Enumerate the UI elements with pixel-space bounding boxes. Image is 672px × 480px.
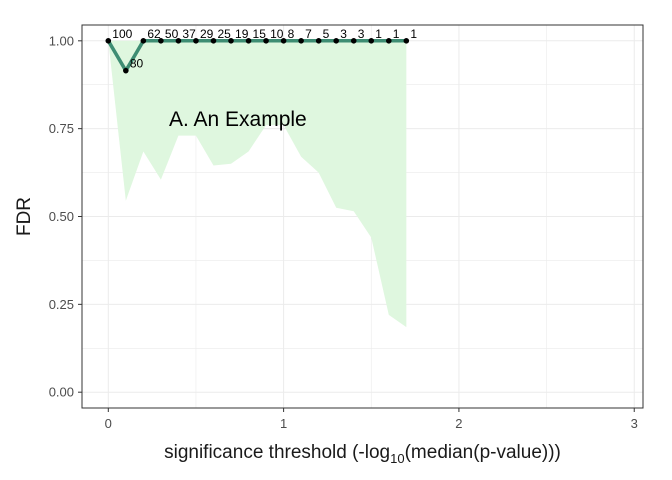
point-count-label: 10 xyxy=(270,27,284,41)
confidence-band-layer xyxy=(108,40,407,328)
point-count-label: 7 xyxy=(305,27,312,41)
point-count-label: 19 xyxy=(235,27,249,41)
y-tick-label: 0.00 xyxy=(49,385,74,400)
fdr-point xyxy=(105,38,112,44)
point-count-label: 62 xyxy=(147,27,161,41)
fdr-point xyxy=(123,67,129,74)
point-count-label: 3 xyxy=(340,27,347,41)
fdr-point xyxy=(403,38,410,44)
x-axis-title-tail: (median(p-value))) xyxy=(405,442,561,463)
x-tick-label: 0 xyxy=(105,416,112,431)
y-tick-label: 0.25 xyxy=(49,297,74,312)
x-tick-label: 2 xyxy=(455,416,462,431)
fdr-point xyxy=(245,38,252,44)
fdr-line-layer xyxy=(106,39,409,73)
point-count-label: 80 xyxy=(130,57,144,71)
point-count-label: 1 xyxy=(410,27,417,41)
point-count-label: 1 xyxy=(393,27,400,41)
fdr-point xyxy=(350,38,357,44)
fdr-point xyxy=(140,38,147,44)
chart-annotation: A. An Example xyxy=(169,108,307,131)
fdr-point xyxy=(368,38,375,44)
axis-ticks-layer: 0 1 2 3 0.00 0.25 0.50 0.75 1.00 xyxy=(49,33,638,431)
fdr-points-layer xyxy=(105,38,410,74)
fdr-point xyxy=(193,38,199,44)
y-tick-label: 1.00 xyxy=(49,33,74,48)
x-axis-title-subscript: 10 xyxy=(390,451,404,466)
fdr-point xyxy=(175,38,182,44)
x-tick-label: 3 xyxy=(631,416,638,431)
point-count-label: 50 xyxy=(165,27,179,41)
y-axis-title: FDR xyxy=(14,197,35,236)
fdr-point xyxy=(280,38,287,44)
point-count-label: 1 xyxy=(375,27,382,41)
point-count-label: 5 xyxy=(323,27,330,41)
y-tick-label: 0.50 xyxy=(49,209,74,224)
fdr-point xyxy=(228,38,234,44)
fdr-point xyxy=(263,38,269,44)
point-count-label: 8 xyxy=(288,27,295,41)
y-tick-label: 0.75 xyxy=(49,121,74,136)
fdr-line xyxy=(106,39,409,73)
fdr-point xyxy=(158,38,164,44)
fdr-point xyxy=(333,38,340,44)
x-axis-title-main: significance threshold (-log xyxy=(164,442,390,463)
confidence-band xyxy=(108,40,407,328)
fdr-point xyxy=(315,38,322,44)
fdr-point xyxy=(298,38,304,44)
x-axis-title: significance threshold (-log10(median(p-… xyxy=(164,442,561,466)
point-count-label: 15 xyxy=(253,27,267,41)
fdr-point xyxy=(210,38,217,44)
point-count-label: 3 xyxy=(358,27,365,41)
point-count-label: 100 xyxy=(112,27,132,41)
point-count-label: 29 xyxy=(200,27,214,41)
point-count-label: 37 xyxy=(182,27,196,41)
x-tick-label: 1 xyxy=(280,416,287,431)
fdr-point xyxy=(385,38,392,44)
point-count-label: 25 xyxy=(217,27,231,41)
